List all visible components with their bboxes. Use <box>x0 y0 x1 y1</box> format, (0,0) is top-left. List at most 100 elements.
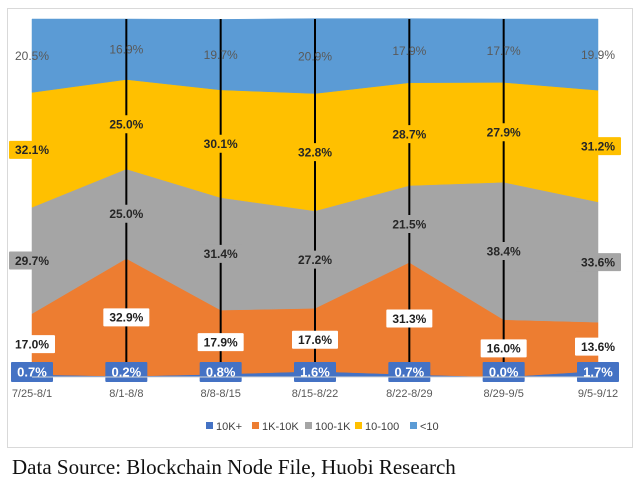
data-label-10-8-29-9-5: 17.7% <box>487 44 521 58</box>
x-tick-label-8-8-8-15: 8/8-8/15 <box>200 388 240 400</box>
data-label-10k-8-8-8-15: 0.8% <box>199 362 242 382</box>
data-label-100-1k-9-5-9-12: 33.6% <box>575 253 621 272</box>
data-label-10-8-8-8-15: 19.7% <box>204 48 238 62</box>
legend-label: 10-100 <box>365 421 399 433</box>
data-label-100-1k-8-8-8-15: 31.4% <box>197 244 244 263</box>
stacked-area-chart: 0.7% 0.2% 0.8% 1.6% 0.7% 0.0% 1.7% 17.0% 32.9% 17… <box>9 18 621 433</box>
data-label-box <box>480 241 527 260</box>
data-label-box <box>386 125 433 144</box>
x-tick-label-8-15-8-22: 8/15-8/22 <box>292 388 338 400</box>
data-label-100-1k-8-15-8-22: 27.2% <box>292 250 338 269</box>
data-label-box <box>292 250 338 269</box>
data-label-10-100-7-25-8-1: 32.1% <box>9 140 55 159</box>
data-label-1k-10k-8-29-9-5: 16.0% <box>480 339 527 358</box>
data-label-box <box>480 123 527 142</box>
data-label-text: 28.7% <box>392 127 426 141</box>
data-label-text: 17.9% <box>204 335 238 349</box>
data-label-10-100-8-8-8-15: 30.1% <box>197 134 244 153</box>
data-label-text: 33.6% <box>581 255 615 269</box>
data-label-text: 17.7% <box>487 44 521 58</box>
data-label-text: 32.8% <box>298 145 332 159</box>
data-label-box <box>386 214 433 233</box>
data-label-text: 16.9% <box>109 43 143 57</box>
data-label-10-100-9-5-9-12: 31.2% <box>575 137 621 156</box>
x-tick-label-8-1-8-8: 8/1-8/8 <box>109 388 143 400</box>
data-label-100-1k-8-29-9-5: 38.4% <box>480 241 527 260</box>
data-label-text: 31.4% <box>204 247 238 261</box>
data-label-text: 1.6% <box>300 365 330 380</box>
source-note: Data Source: Blockchain Node File, Huobi… <box>12 455 456 479</box>
data-label-10-7-25-8-1: 20.5% <box>15 49 49 63</box>
data-label-box <box>197 134 244 153</box>
data-label-text: 17.0% <box>15 337 49 351</box>
data-label-box <box>103 308 150 327</box>
data-label-box <box>103 204 150 223</box>
legend-item-100-1k: 100-1K <box>305 421 351 433</box>
data-label-100-1k-8-22-8-29: 21.5% <box>386 214 433 233</box>
data-label-text: 0.8% <box>206 365 236 380</box>
data-label-10-100-8-29-9-5: 27.9% <box>480 123 527 142</box>
data-label-box <box>103 115 150 134</box>
legend-swatch <box>206 422 213 429</box>
data-label-text: 30.1% <box>204 137 238 151</box>
data-label-10-100-8-22-8-29: 28.7% <box>386 125 433 144</box>
legend-label: 10K+ <box>216 421 242 433</box>
data-label-box <box>575 337 621 356</box>
legend: 10K+ 1K-10K 100-1K 10-100 <10 <box>206 421 439 433</box>
x-axis: 7/25-8/1 8/1-8/8 8/8-8/15 8/15-8/22 8/22-8/2… <box>12 376 618 400</box>
data-label-10-100-8-15-8-22: 32.8% <box>292 143 338 162</box>
data-label-10k-7-25-8-1: 0.7% <box>11 362 53 382</box>
data-label-10k-9-5-9-12: 1.7% <box>577 362 619 382</box>
data-label-box <box>575 253 621 272</box>
legend-item-1k-10k: 1K-10K <box>252 421 299 433</box>
data-label-text: 27.9% <box>487 126 521 140</box>
data-label-100-1k-7-25-8-1: 29.7% <box>9 251 55 270</box>
data-label-10k-8-22-8-29: 0.7% <box>388 362 431 382</box>
data-label-text: 21.5% <box>392 217 426 231</box>
data-label-box <box>480 339 527 358</box>
data-label-text: 27.2% <box>298 253 332 267</box>
data-label-text: 0.0% <box>489 365 519 380</box>
data-label-box <box>9 335 55 354</box>
data-label-text: 13.6% <box>581 340 615 354</box>
data-label-box <box>575 137 621 156</box>
data-label-text: 16.0% <box>487 342 521 356</box>
data-label-box <box>9 140 55 159</box>
data-label-10k-8-1-8-8: 0.2% <box>105 362 148 382</box>
data-label-10k-8-29-9-5: 0.0% <box>482 362 525 382</box>
legend-item-10-100: 10-100 <box>355 421 399 433</box>
data-label-1k-10k-8-8-8-15: 17.9% <box>197 333 244 352</box>
x-tick-label-8-22-8-29: 8/22-8/29 <box>386 388 432 400</box>
data-label-text: 32.9% <box>109 311 143 325</box>
data-label-1k-10k-8-15-8-22: 17.6% <box>292 330 338 349</box>
data-label-1k-10k-8-1-8-8: 32.9% <box>103 308 150 327</box>
data-label-box <box>9 251 55 270</box>
data-label-text: 17.9% <box>392 44 426 58</box>
data-label-box <box>292 330 338 349</box>
legend-label: 1K-10K <box>262 421 299 433</box>
data-label-10-8-15-8-22: 20.9% <box>298 49 332 63</box>
legend-swatch <box>410 422 417 429</box>
data-label-10-8-22-8-29: 17.9% <box>392 44 426 58</box>
legend-item-10k: 10K+ <box>206 421 242 433</box>
data-label-text: 20.9% <box>298 49 332 63</box>
data-label-10-8-1-8-8: 16.9% <box>109 43 143 57</box>
data-label-text: 25.0% <box>109 207 143 221</box>
data-label-text: 19.9% <box>581 48 615 62</box>
data-label-text: 32.1% <box>15 143 49 157</box>
x-tick-label-8-29-9-5: 8/29-9/5 <box>483 388 523 400</box>
data-label-10-9-5-9-12: 19.9% <box>581 48 615 62</box>
legend-label: 100-1K <box>315 421 351 433</box>
legend-label: <10 <box>420 421 439 433</box>
data-label-1k-10k-8-22-8-29: 31.3% <box>386 309 433 328</box>
legend-swatch <box>305 422 312 429</box>
data-label-1k-10k-9-5-9-12: 13.6% <box>575 337 621 356</box>
data-label-100-1k-8-1-8-8: 25.0% <box>103 204 150 223</box>
data-label-text: 25.0% <box>109 118 143 132</box>
data-label-text: 17.6% <box>298 333 332 347</box>
x-tick-label-9-5-9-12: 9/5-9/12 <box>578 388 618 400</box>
data-label-text: 29.7% <box>15 254 49 268</box>
data-label-text: 0.7% <box>395 365 425 380</box>
data-label-10k-8-15-8-22: 1.6% <box>294 362 336 382</box>
data-label-text: 0.2% <box>112 365 142 380</box>
